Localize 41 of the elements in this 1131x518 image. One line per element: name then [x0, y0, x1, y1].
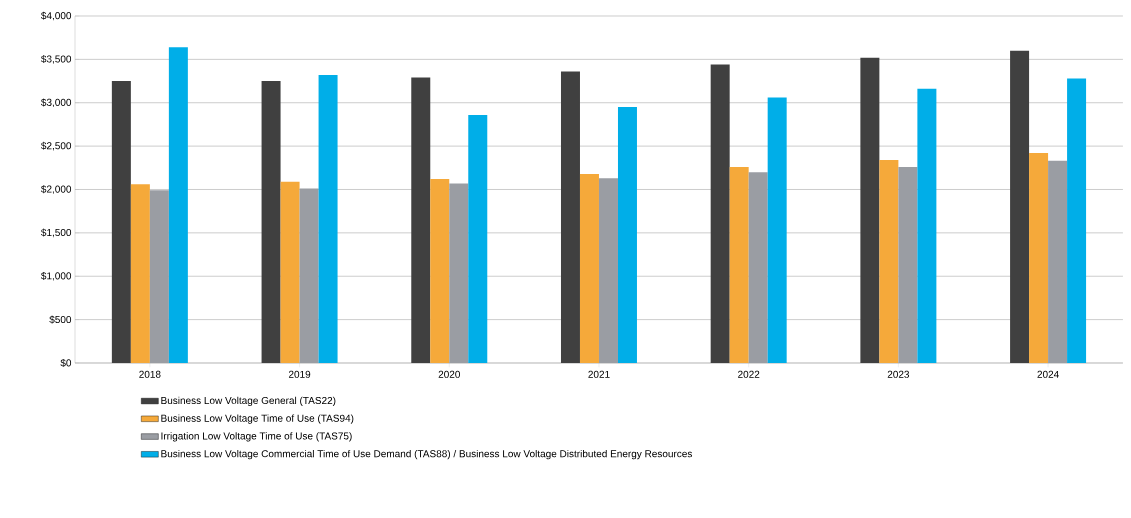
bar [579, 173, 599, 363]
bar [261, 81, 281, 363]
legend-label: Business Low Voltage Time of Use (TAS94) [161, 414, 354, 424]
y-tick-label: $1,500 [41, 228, 72, 238]
bar [430, 179, 450, 363]
legend-label: Irrigation Low Voltage Time of Use (TAS75) [161, 432, 352, 442]
bar [710, 64, 730, 363]
bar [130, 184, 150, 363]
y-tick-label: $4,000 [41, 11, 72, 21]
y-tick-label: $1,000 [41, 271, 72, 281]
x-tick-label: 2022 [738, 370, 760, 378]
x-tick-label: 2023 [887, 370, 910, 378]
y-tick-label: $0 [60, 358, 72, 368]
bar [729, 166, 749, 363]
bar [468, 114, 488, 363]
bar [617, 107, 637, 363]
legend-label: Business Low Voltage General (TAS22) [161, 396, 336, 406]
legend-label: Business Low Voltage Commercial Time of Use Demand (TAS88) / Business Low Voltage Distributed Energy Resources [161, 449, 693, 460]
bar [411, 77, 431, 363]
bar [860, 57, 880, 363]
x-tick-label: 2020 [438, 370, 460, 378]
bar [1067, 78, 1087, 363]
bar [917, 88, 937, 363]
y-tick-label: $3,500 [41, 55, 72, 64]
bar [168, 47, 188, 363]
y-tick-label: $3,000 [41, 98, 72, 108]
x-tick-label: 2019 [288, 370, 311, 378]
y-tick-label: $2,000 [41, 185, 72, 194]
x-tick-label: 2024 [1037, 370, 1059, 378]
bar [767, 97, 787, 363]
bar [560, 71, 580, 363]
bar [111, 81, 131, 363]
x-tick-label: 2018 [139, 370, 161, 378]
y-tick-label: $2,500 [41, 141, 72, 151]
x-tick-label: 2021 [588, 370, 610, 378]
bar [1010, 50, 1030, 363]
y-tick-label: $500 [49, 315, 72, 324]
bar [1029, 153, 1049, 363]
bar [879, 160, 899, 363]
bar [318, 74, 338, 363]
bar [280, 181, 300, 363]
